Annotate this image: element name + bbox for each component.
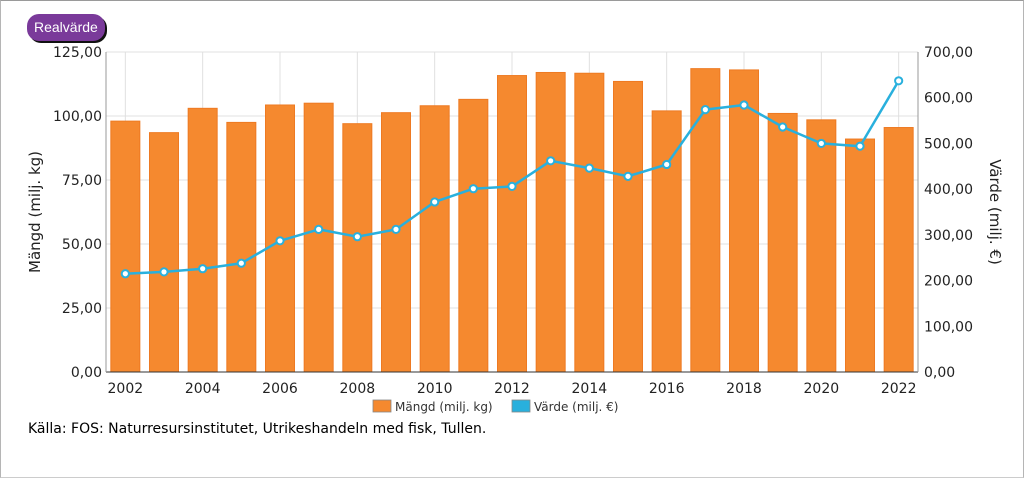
bar xyxy=(149,132,179,373)
y2-tick-label: 700,00 xyxy=(924,45,973,61)
line-point xyxy=(855,141,865,151)
axes xyxy=(105,52,919,373)
bar xyxy=(613,80,643,373)
x-tick-label: 2022 xyxy=(881,381,917,397)
bar xyxy=(381,112,411,373)
bar xyxy=(303,102,334,373)
x-tick-label: 2016 xyxy=(649,381,685,397)
bar xyxy=(690,68,721,373)
bar xyxy=(497,75,527,373)
bar xyxy=(574,72,605,373)
legend-item-varde[interactable]: Värde (milj. €) xyxy=(511,399,619,414)
line-point xyxy=(430,197,440,207)
y-tick-label: 0,00 xyxy=(71,365,102,381)
legend-item-mangd[interactable]: Mängd (milj. kg) xyxy=(372,399,493,414)
x-tick-label: 2012 xyxy=(494,381,530,397)
line-point xyxy=(816,138,826,149)
line-point xyxy=(198,264,208,274)
x-tick-label: 2002 xyxy=(108,381,144,397)
bar-series xyxy=(110,68,914,373)
y-tick-label: 50,00 xyxy=(62,237,102,253)
x-tick-label: 2004 xyxy=(185,381,221,397)
legend-label-varde: Värde (milj. €) xyxy=(534,400,619,414)
axis-labels: 0,00 25,00 50,00 75,00 100,00 125,00 0,00 100,0… xyxy=(26,45,1004,397)
realvarde-toggle-button[interactable]: Realvärde xyxy=(27,14,105,41)
x-tick-label: 2014 xyxy=(572,381,608,397)
line-point xyxy=(662,159,672,170)
bar xyxy=(883,127,914,373)
x-tick-label: 2008 xyxy=(340,381,376,397)
bar xyxy=(535,71,566,373)
line-point xyxy=(236,258,246,268)
y2-axis-title: Värde (milj. €) xyxy=(986,159,1004,265)
line-point xyxy=(623,171,633,181)
line-point xyxy=(352,232,362,242)
legend-swatch-varde xyxy=(511,399,531,413)
line-point xyxy=(314,224,324,234)
y2-tick-label: 500,00 xyxy=(924,136,973,152)
legend[interactable]: Mängd (milj. kg) Värde (milj. €) xyxy=(372,399,619,414)
y2-tick-label: 100,00 xyxy=(924,319,973,335)
bar xyxy=(458,98,489,373)
x-tick-label: 2010 xyxy=(417,381,453,397)
line-point xyxy=(778,122,788,132)
source-note: Källa: FOS: Naturresursinstitutet, Utrik… xyxy=(28,421,487,437)
y-tick-label: 125,00 xyxy=(53,45,102,61)
bar xyxy=(806,119,837,373)
combo-chart: 0,00 25,00 50,00 75,00 100,00 125,00 0,00 100,0… xyxy=(26,45,1004,414)
bar xyxy=(110,120,141,373)
bar xyxy=(419,105,450,373)
line-point xyxy=(739,100,749,110)
x-tick-label: 2006 xyxy=(262,381,298,397)
line-point xyxy=(700,105,710,115)
legend-swatch-mangd xyxy=(372,399,392,413)
y2-tick-label: 600,00 xyxy=(924,91,973,107)
y-tick-label: 75,00 xyxy=(62,173,102,189)
line-point xyxy=(507,181,517,191)
line-point xyxy=(120,269,130,279)
x-tick-label: 2020 xyxy=(804,381,840,397)
y-tick-label: 100,00 xyxy=(53,109,102,125)
line-point xyxy=(275,236,285,246)
y2-tick-label: 300,00 xyxy=(924,228,973,244)
y-axis-title: Mängd (milj. kg) xyxy=(26,151,44,273)
bar xyxy=(729,69,759,373)
bar xyxy=(845,138,875,373)
y2-tick-label: 200,00 xyxy=(924,274,973,290)
x-tick-label: 2018 xyxy=(726,381,762,397)
y-tick-label: 25,00 xyxy=(62,301,102,317)
bar xyxy=(226,121,257,373)
y2-tick-label: 400,00 xyxy=(924,182,973,198)
line-point xyxy=(159,267,169,277)
bar xyxy=(342,123,373,373)
legend-label-mangd: Mängd (milj. kg) xyxy=(395,400,493,414)
line-point xyxy=(391,224,401,234)
y2-tick-label: 0,00 xyxy=(924,365,955,381)
line-point xyxy=(894,76,904,86)
bar xyxy=(767,112,798,373)
line-point xyxy=(546,156,556,166)
line-point xyxy=(468,184,478,194)
bar xyxy=(187,107,218,373)
line-points xyxy=(120,76,904,279)
line-point xyxy=(584,163,594,173)
